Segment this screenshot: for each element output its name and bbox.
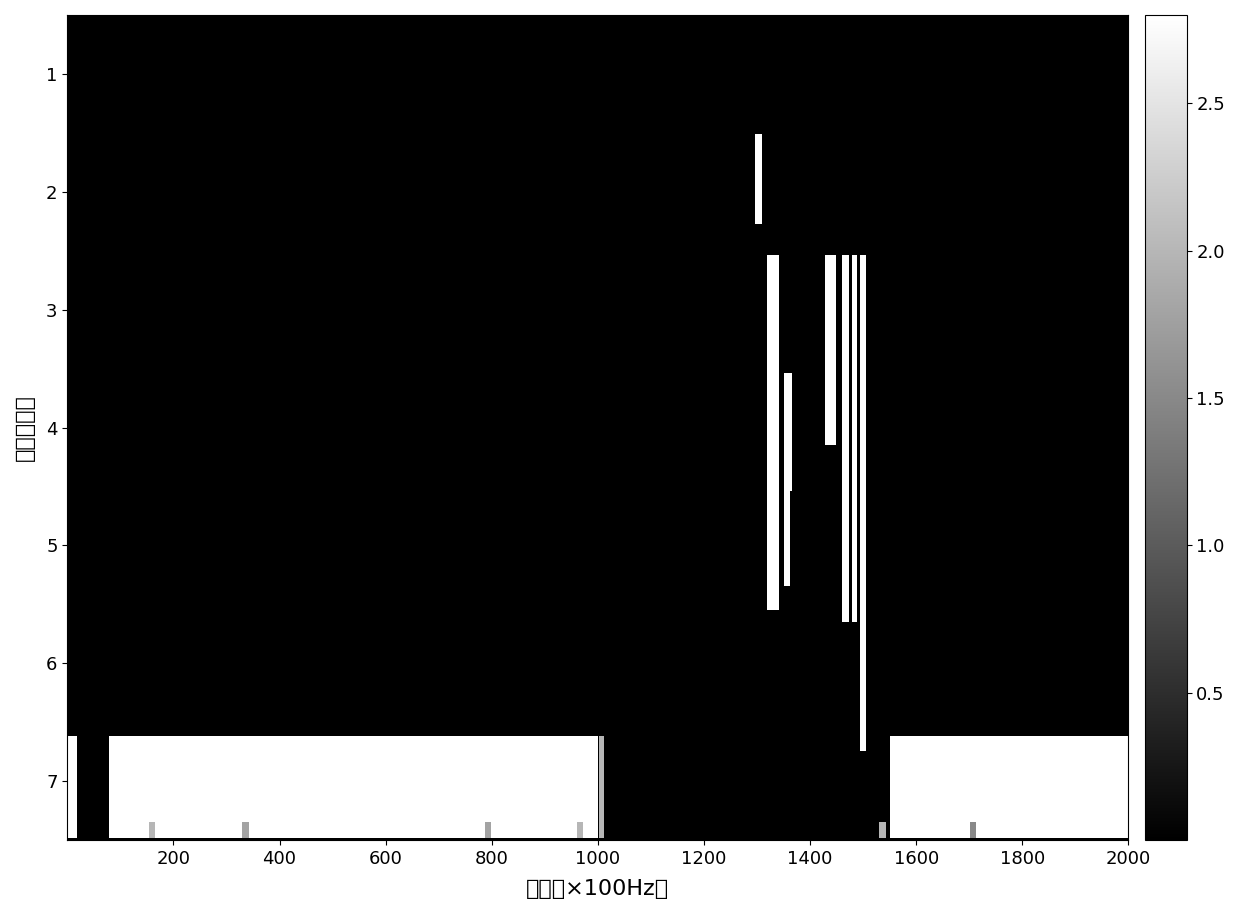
Y-axis label: 检测点位置: 检测点位置 (15, 394, 35, 461)
X-axis label: 频率（×100Hz）: 频率（×100Hz） (526, 879, 670, 899)
